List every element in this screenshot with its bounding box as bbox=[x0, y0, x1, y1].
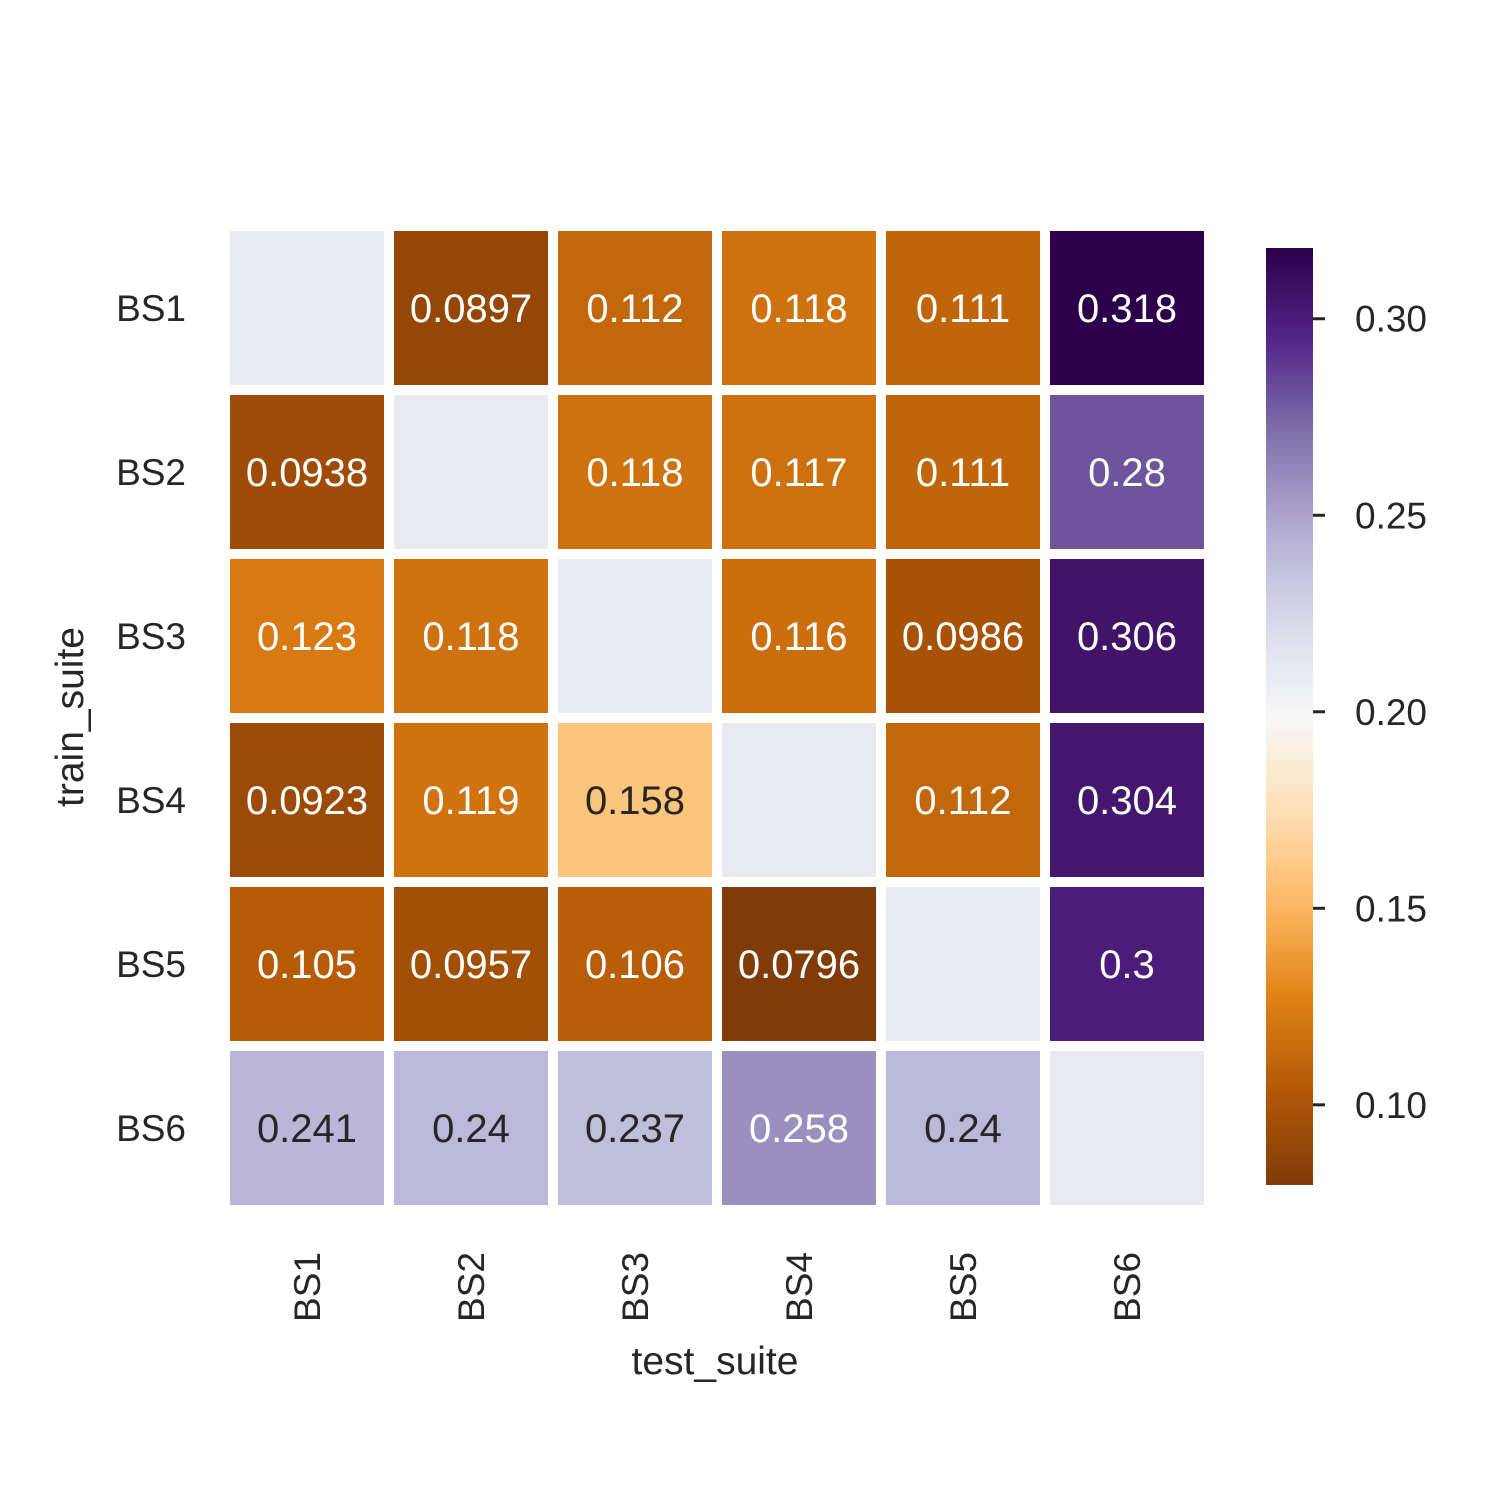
colorbar-tick-label: 0.10 bbox=[1355, 1085, 1427, 1126]
y-axis-title: train_suite bbox=[49, 627, 92, 807]
heatmap-cell bbox=[1050, 231, 1204, 385]
x-axis-title: test_suite bbox=[632, 1340, 799, 1383]
cell-value-label: 0.0923 bbox=[246, 779, 368, 823]
cell-value-label: 0.24 bbox=[432, 1107, 510, 1151]
heatmap-cell bbox=[394, 887, 548, 1041]
heatmap-cell bbox=[886, 887, 1040, 1041]
cell-value-label: 0.306 bbox=[1077, 615, 1177, 659]
heatmap-cell bbox=[722, 887, 876, 1041]
cell-value-label: 0.3 bbox=[1099, 943, 1155, 987]
heatmap-cell bbox=[394, 559, 548, 713]
y-tick-label: BS4 bbox=[116, 780, 186, 821]
cell-value-label: 0.258 bbox=[749, 1107, 849, 1151]
colorbar-gradient bbox=[1266, 248, 1313, 1185]
heatmap-cell bbox=[886, 1051, 1040, 1205]
heatmap-cell bbox=[1050, 559, 1204, 713]
heatmap-cell bbox=[722, 559, 876, 713]
cell-value-label: 0.118 bbox=[422, 615, 519, 659]
cell-value-label: 0.119 bbox=[422, 779, 519, 823]
cell-value-label: 0.0986 bbox=[902, 615, 1024, 659]
heatmap-cell bbox=[230, 559, 384, 713]
cell-value-label: 0.304 bbox=[1077, 779, 1177, 823]
cell-value-label: 0.116 bbox=[750, 615, 847, 659]
heatmap-cell bbox=[886, 395, 1040, 549]
cell-value-label: 0.0957 bbox=[410, 943, 532, 987]
cell-value-label: 0.106 bbox=[585, 943, 685, 987]
colorbar-ticks: 0.10 0.15 0.20 0.25 0.30 bbox=[1313, 299, 1427, 1126]
cell-value-label: 0.158 bbox=[585, 779, 685, 823]
heatmap-cell bbox=[558, 887, 712, 1041]
y-tick-label: BS6 bbox=[116, 1108, 186, 1149]
cell-value-label: 0.105 bbox=[257, 943, 357, 987]
heatmap-cell bbox=[394, 723, 548, 877]
x-tick-label: BS4 bbox=[779, 1252, 820, 1322]
y-tick-labels: BS1 BS2 BS3 BS4 BS5 BS6 bbox=[116, 288, 186, 1149]
heatmap-cell bbox=[230, 395, 384, 549]
heatmap-cell bbox=[230, 887, 384, 1041]
x-tick-label: BS6 bbox=[1107, 1252, 1148, 1322]
cell-value-label: 0.117 bbox=[750, 451, 847, 495]
colorbar-tick-label: 0.15 bbox=[1355, 888, 1427, 929]
heatmap-cell bbox=[394, 1051, 548, 1205]
colorbar-tick-label: 0.25 bbox=[1355, 495, 1427, 536]
colorbar-tick-label: 0.30 bbox=[1355, 299, 1427, 340]
heatmap-cell bbox=[886, 231, 1040, 385]
colorbar: 0.10 0.15 0.20 0.25 0.30 bbox=[1266, 248, 1427, 1185]
heatmap-cell bbox=[1050, 1051, 1204, 1205]
cell-value-label: 0.111 bbox=[916, 451, 1010, 495]
heatmap-cell bbox=[1050, 887, 1204, 1041]
cell-value-label: 0.118 bbox=[586, 451, 683, 495]
cell-value-label: 0.318 bbox=[1077, 287, 1177, 331]
heatmap-cell bbox=[558, 723, 712, 877]
x-tick-label: BS2 bbox=[451, 1252, 492, 1322]
cell-value-label: 0.111 bbox=[916, 287, 1010, 331]
cell-value-label: 0.24 bbox=[924, 1107, 1002, 1151]
cell-value-label: 0.241 bbox=[257, 1107, 357, 1151]
cell-value-label: 0.112 bbox=[914, 779, 1011, 823]
colorbar-tick-label: 0.20 bbox=[1355, 692, 1427, 733]
cell-value-label: 0.28 bbox=[1088, 451, 1166, 495]
heatmap-cell bbox=[722, 1051, 876, 1205]
x-tick-label: BS3 bbox=[615, 1252, 656, 1322]
heatmap-cell bbox=[886, 559, 1040, 713]
heatmap-cell bbox=[886, 723, 1040, 877]
heatmap-cell bbox=[558, 1051, 712, 1205]
y-tick-label: BS2 bbox=[116, 452, 186, 493]
heatmap-cell bbox=[1050, 723, 1204, 877]
heatmap-cell bbox=[230, 723, 384, 877]
x-tick-label: BS5 bbox=[943, 1252, 984, 1322]
heatmap-cells: 0.0897 0.112 0.118 0.111 0.318 0.0938 0.118 0.1… bbox=[230, 231, 1204, 1205]
y-tick-label: BS1 bbox=[116, 288, 186, 329]
cell-value-label: 0.237 bbox=[585, 1107, 685, 1151]
heatmap-cell bbox=[722, 723, 876, 877]
x-tick-labels: BS1 BS2 BS3 BS4 BS5 BS6 bbox=[287, 1252, 1148, 1322]
y-tick-label: BS5 bbox=[116, 944, 186, 985]
cell-value-label: 0.0796 bbox=[738, 943, 860, 987]
x-tick-label: BS1 bbox=[287, 1252, 328, 1322]
heatmap-cell bbox=[558, 395, 712, 549]
heatmap-cell bbox=[230, 1051, 384, 1205]
heatmap-cell bbox=[230, 231, 384, 385]
heatmap-cell bbox=[722, 395, 876, 549]
cell-value-label: 0.112 bbox=[586, 287, 683, 331]
cell-value-label: 0.0938 bbox=[246, 451, 368, 495]
cell-value-label: 0.118 bbox=[750, 287, 847, 331]
heatmap-cell bbox=[558, 559, 712, 713]
cell-value-label: 0.0897 bbox=[410, 287, 532, 331]
heatmap-cell bbox=[394, 231, 548, 385]
y-tick-label: BS3 bbox=[116, 616, 186, 657]
heatmap-cell bbox=[722, 231, 876, 385]
heatmap-cell bbox=[558, 231, 712, 385]
heatmap-cell bbox=[1050, 395, 1204, 549]
cell-value-label: 0.123 bbox=[257, 615, 357, 659]
heatmap-cell bbox=[394, 395, 548, 549]
